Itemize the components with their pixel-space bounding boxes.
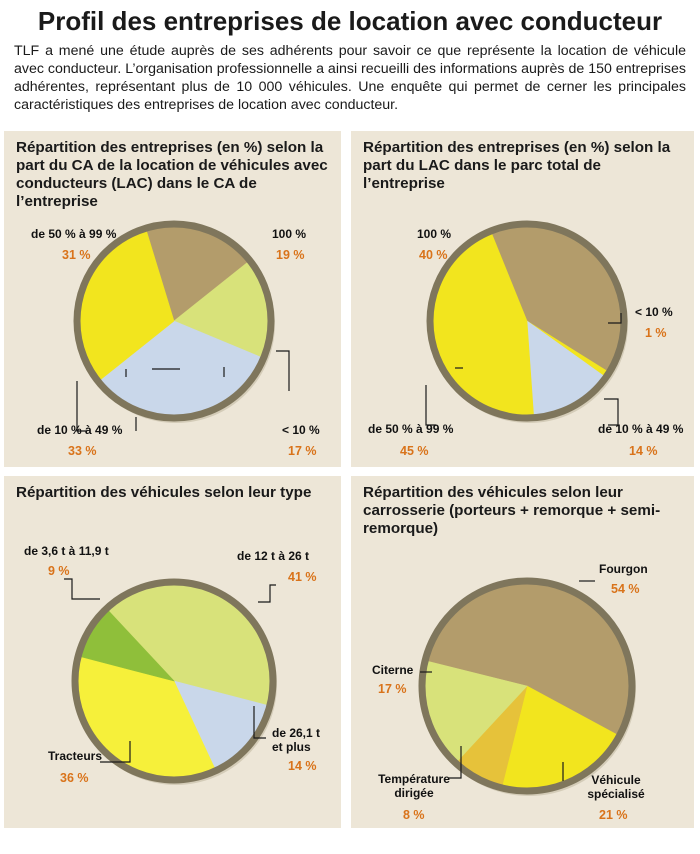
slice-value-lt10: 1 % [645,326,667,340]
slice-label-100: 100 % [272,227,307,241]
pie-rim [426,220,628,422]
pie-chart-body-type [418,577,636,796]
slice-value-100: 19 % [276,248,305,262]
slice-value-tracteurs: 36 % [60,771,89,785]
page-title: Profil des entreprises de location avec … [37,6,663,36]
slice-label-specialise: Véhicule spécialisé [587,773,645,801]
chart-title: Répartition des entreprises (en %) selon… [16,139,328,210]
slice-label-100: 100 % [417,227,452,241]
chart-panel-body-type: Répartition des véhicules selon leur car… [351,476,694,828]
chart-panel-ca-share: Répartition des entreprises (en %) selon… [4,131,341,467]
slice-label-10-49: de 10 % à 49 % [598,422,684,436]
slice-value-26-plus: 14 % [288,759,317,773]
slice-label-50-99: de 50 % à 99 % [31,227,117,241]
slice-value-temperature: 8 % [403,808,425,822]
chart-panel-fleet-share: Répartition des entreprises (en %) selon… [351,131,694,467]
slice-value-50-99: 45 % [400,444,429,458]
slice-label-50-99: de 50 % à 99 % [368,422,454,436]
slice-value-10-49: 33 % [68,444,97,458]
slice-value-fourgon: 54 % [611,582,640,596]
pie-rim [418,577,636,795]
slice-value-50-99: 31 % [62,248,91,262]
slice-label-fourgon: Fourgon [599,562,648,576]
slice-label-26-plus: de 26,1 t et plus [272,726,321,754]
slice-label-3-6-11-9: de 3,6 t à 11,9 t [24,544,109,558]
slice-label-12-26: de 12 t à 26 t [237,549,310,563]
slice-label-lt10: < 10 % [635,305,673,319]
chart-title: Répartition des véhicules selon leur typ… [16,484,312,501]
pie-chart-vehicle-type [64,578,277,785]
slice-value-100: 40 % [419,248,448,262]
chart-panel-vehicle-type: Répartition des véhicules selon leur typ… [4,476,341,828]
slice-label-lt10: < 10 % [282,423,320,437]
pie-rim [71,578,277,784]
pie-rim [73,220,275,422]
slice-label-temperature: Température dirigée [378,772,450,800]
slice-label-10-49: de 10 % à 49 % [37,423,123,437]
slice-label-citerne: Citerne [372,663,414,677]
slice-value-12-26: 41 % [288,570,317,584]
pie-chart-ca-share [73,220,290,432]
slice-value-specialise: 21 % [599,808,628,822]
slice-value-10-49: 14 % [629,444,658,458]
pie-chart-fleet-share [425,220,628,426]
chart-title: Répartition des entreprises (en %) selon… [363,139,671,192]
slice-value-3-6-11-9: 9 % [48,564,70,578]
chart-title: Répartition des véhicules selon leur car… [363,484,661,537]
slice-value-citerne: 17 % [378,682,407,696]
slice-value-lt10: 17 % [288,444,317,458]
intro-text: TLF a mené une étude auprès de ses adhér… [14,43,686,113]
slice-label-tracteurs: Tracteurs [48,749,103,763]
